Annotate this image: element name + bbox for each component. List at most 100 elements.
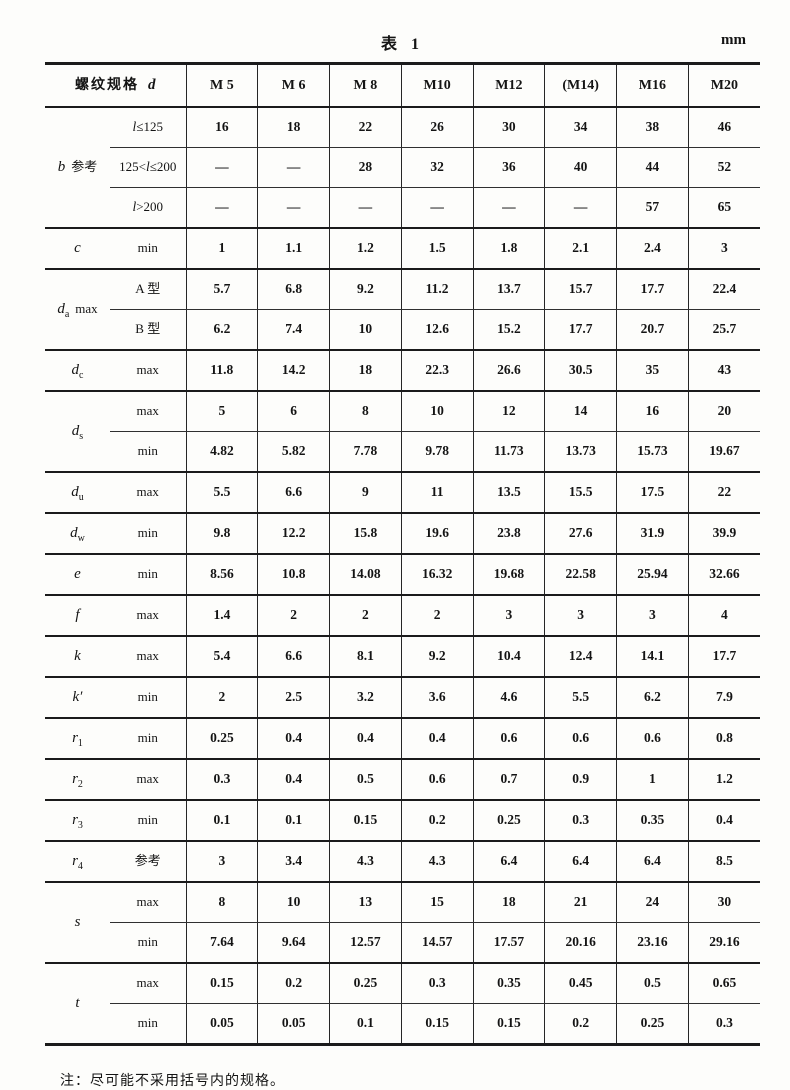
value-cell: 3.4	[257, 841, 330, 883]
value-cell: 18	[257, 107, 330, 148]
value-cell: 19.68	[472, 554, 545, 596]
group-symbol-cell: r4	[45, 841, 110, 883]
value-cell: 52	[687, 147, 760, 188]
length-symbol: l	[145, 159, 150, 175]
value-cell: 0.1	[257, 800, 330, 842]
value-cell: 1.2	[329, 228, 402, 270]
value-cell: 16	[616, 391, 689, 432]
value-cell: 5.7	[185, 269, 258, 310]
value-cell: 17.7	[616, 269, 689, 310]
value-cell: 17.5	[616, 472, 689, 514]
condition-cell: min	[110, 718, 186, 760]
condition-cell: 参考	[110, 841, 186, 883]
value-cell: 32.66	[687, 554, 760, 596]
parameter-subscript: u	[78, 492, 84, 504]
value-cell: 11	[400, 472, 473, 514]
value-cell: 1.5	[400, 228, 473, 270]
value-cell: 3	[687, 228, 760, 270]
value-cell: 14.1	[616, 636, 689, 678]
value-cell: 0.5	[329, 759, 402, 801]
condition-cell: max	[110, 636, 186, 678]
value-cell: 6.2	[616, 677, 689, 719]
parameter-suffix: 参考	[71, 159, 98, 175]
parameter-symbol: k′	[72, 689, 83, 706]
value-cell: 17.7	[687, 636, 760, 678]
value-cell: 44	[616, 147, 689, 188]
value-cell: 1.4	[185, 595, 258, 637]
value-cell: 57	[616, 187, 689, 229]
value-cell: 13.73	[544, 431, 617, 473]
value-cell: 20.16	[544, 922, 617, 964]
parameter-symbol: c	[74, 240, 81, 257]
value-cell: 8.1	[329, 636, 402, 678]
table-row: ds max 5 6 8 10 12 14 16 20	[45, 391, 760, 473]
parameter-symbol: d	[71, 362, 80, 379]
value-cell: 0.4	[687, 800, 760, 842]
value-cell: 12.57	[329, 922, 402, 964]
parameter-suffix: max	[75, 301, 98, 317]
value-cell: 0.4	[257, 718, 330, 760]
value-cell: 38	[616, 107, 689, 148]
value-cell: 25.7	[687, 309, 760, 351]
value-cell: 30.5	[544, 350, 617, 392]
table-row: f max 1.4 2 2 2 3 3 3 4	[45, 595, 760, 637]
value-cell: 5.5	[544, 677, 617, 719]
table-caption: 表 1 mm	[45, 30, 760, 62]
condition-cell: l≤125	[110, 107, 186, 148]
condition-cell: min	[110, 922, 186, 964]
value-cell: 15.73	[616, 431, 689, 473]
table-row: b 参考 l≤125 16 18 22 26 30 34 38 46	[45, 107, 760, 229]
value-cell: 8	[329, 391, 402, 432]
value-cell: —	[329, 187, 402, 229]
condition-cell: 125<l≤200	[110, 147, 186, 188]
column-header: M 5	[185, 63, 258, 108]
parameter-symbol: e	[74, 566, 81, 583]
value-cell: 31.9	[616, 513, 689, 555]
value-cell: 8.56	[185, 554, 258, 596]
table-row: B 型 6.2 7.4 10 12.6 15.2 17.7 20.7 25.7	[45, 309, 760, 351]
value-cell: 30	[687, 882, 760, 923]
table-row: 125<l≤200— —28 32 36 40 44 52	[45, 147, 760, 188]
condition-cell: B 型	[110, 309, 186, 351]
parameter-symbol: d	[71, 484, 79, 501]
condition-cell: max	[110, 391, 186, 432]
value-cell: 1.1	[257, 228, 330, 270]
table-row: r3 min 0.1 0.1 0.15 0.2 0.25 0.3 0.35 0.4	[45, 800, 760, 842]
condition-cell: l>200	[110, 187, 186, 229]
condition-cell: max	[110, 759, 186, 801]
length-symbol: l	[132, 119, 137, 135]
value-cell: 0.4	[257, 759, 330, 801]
value-cell: 3.6	[400, 677, 473, 719]
condition-cell: min	[110, 228, 186, 270]
value-cell: 46	[687, 107, 760, 148]
value-cell: 0.3	[544, 800, 617, 842]
value-cell: 4.3	[329, 841, 402, 883]
value-cell: 34	[544, 107, 617, 148]
value-cell: 17.7	[544, 309, 617, 351]
value-cell: 39.9	[687, 513, 760, 555]
value-cell: 0.65	[687, 963, 760, 1004]
value-cell: 17.57	[472, 922, 545, 964]
parameter-symbol: b	[57, 159, 66, 176]
value-cell: 3.2	[329, 677, 402, 719]
value-cell: 4.3	[400, 841, 473, 883]
value-cell: 0.3	[687, 1003, 760, 1046]
group-symbol-cell: r1	[45, 718, 110, 760]
parameter-symbol: d	[57, 301, 65, 318]
value-cell: 6	[257, 391, 330, 432]
value-cell: 6.8	[257, 269, 330, 310]
parameter-subscript: w	[77, 533, 85, 545]
value-cell: 4.6	[472, 677, 545, 719]
parameter-subscript: 1	[77, 738, 83, 750]
value-cell: 8	[185, 882, 258, 923]
value-cell: 0.25	[185, 718, 258, 760]
condition-cell: max	[110, 882, 186, 923]
value-cell: 0.45	[544, 963, 617, 1004]
value-cell: 8.5	[687, 841, 760, 883]
table-row: l>200— — — — — —57 65	[45, 187, 760, 229]
value-cell: 11.2	[400, 269, 473, 310]
value-cell: 23.16	[616, 922, 689, 964]
value-cell: 12.6	[400, 309, 473, 351]
value-cell: 32	[400, 147, 473, 188]
